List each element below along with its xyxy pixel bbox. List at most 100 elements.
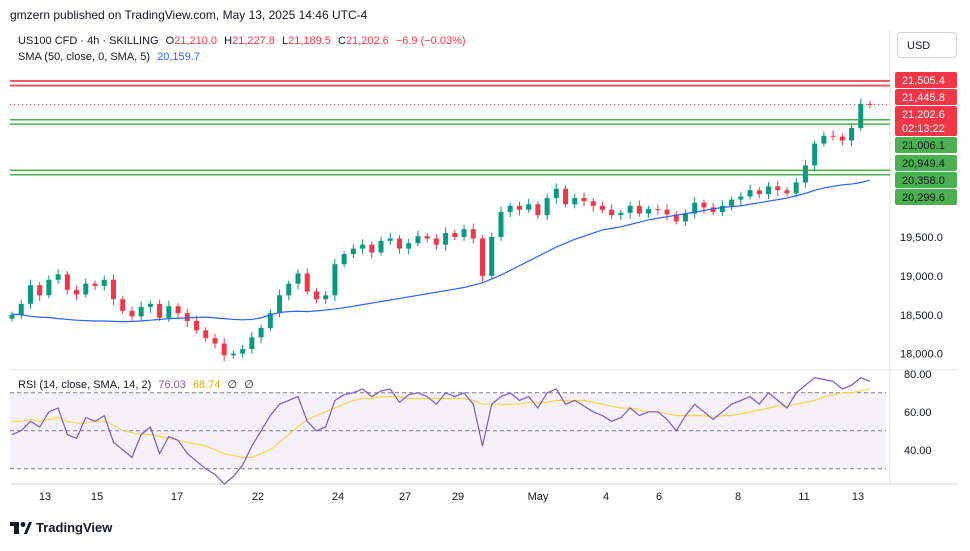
candle-body: [286, 283, 292, 296]
candle-body: [101, 279, 107, 286]
candle-body: [175, 306, 181, 314]
candle-body: [120, 299, 126, 311]
sma-line: [11, 179, 871, 323]
candle-body: [166, 306, 172, 318]
sma-label: SMA (50, close, 0, SMA, 5): [18, 51, 151, 63]
candle-body: [387, 238, 393, 241]
currency-button[interactable]: USD: [897, 32, 957, 58]
price-label: 21,505.4: [902, 75, 945, 87]
price-label: 21,006.1: [902, 140, 945, 152]
time-tick-label: May: [528, 491, 549, 503]
candle-body: [92, 283, 98, 286]
candle-body: [350, 248, 356, 255]
candle-body: [74, 289, 80, 295]
open-value: 21,210.0: [174, 35, 218, 47]
close-label: C: [337, 35, 346, 47]
candle-body: [710, 207, 716, 213]
candle-body: [544, 198, 550, 216]
candle-body: [369, 244, 375, 253]
candle-body: [590, 201, 596, 206]
time-tick-label: 24: [332, 491, 344, 503]
price-tick-label: 19,500.0: [900, 232, 943, 244]
candle-body: [221, 343, 227, 356]
price-label-bg: [895, 137, 957, 153]
candle-body: [433, 238, 439, 245]
price-legend: US100 CFD · 4h · SKILLING O21,210.0 H21,…: [18, 35, 470, 47]
price-label: 20,299.6: [902, 192, 945, 204]
candle-body: [673, 214, 679, 222]
candle-body: [701, 202, 707, 208]
time-tick-label: 4: [603, 491, 609, 503]
rsi-tick-label: 40.00: [904, 445, 932, 457]
price-tick-label: 19,000.0: [900, 271, 943, 283]
tradingview-icon: [10, 521, 32, 534]
tradingview-brand: TradingView: [36, 520, 113, 535]
candle-body: [184, 313, 190, 321]
candle-body: [332, 264, 338, 296]
candle-body: [304, 273, 310, 292]
time-tick-label: 13: [39, 491, 51, 503]
candle-body: [452, 233, 458, 237]
candle-body: [194, 320, 200, 331]
candle-body: [775, 186, 781, 191]
price-label-bg: [895, 89, 957, 105]
candle-body: [738, 196, 744, 200]
candle-body: [258, 327, 264, 338]
time-tick-label: 17: [171, 491, 183, 503]
candle-body: [793, 182, 799, 194]
candle-body: [129, 310, 135, 317]
price-label-bg: [895, 172, 957, 188]
candle-body: [849, 128, 855, 141]
candle-body: [396, 238, 402, 249]
time-tick-label: 15: [91, 491, 103, 503]
candle-body: [692, 202, 698, 214]
candle-body: [212, 338, 218, 344]
high-label: H: [224, 35, 233, 47]
candle-body: [553, 188, 559, 199]
tradingview-logo[interactable]: TradingView: [10, 520, 112, 535]
price-label: 21,202.6: [902, 109, 945, 121]
candle-body: [267, 313, 273, 328]
candle-body: [812, 143, 818, 166]
candle-body: [766, 186, 772, 195]
time-tick-label: 27: [399, 491, 411, 503]
candle-body: [784, 190, 790, 194]
candle-body: [646, 208, 652, 214]
rsi-extra1: ∅: [227, 379, 238, 391]
candle-body: [526, 204, 532, 210]
time-tick-label: 22: [252, 491, 264, 503]
candle-body: [406, 243, 412, 249]
candle-body: [323, 295, 329, 300]
candle-body: [609, 209, 615, 216]
price-tick-label: 18,500.0: [900, 310, 943, 322]
candle-body: [489, 236, 495, 276]
candle-body: [415, 236, 421, 244]
candle-body: [664, 209, 670, 215]
candle-body: [230, 353, 236, 356]
candle-body: [470, 229, 476, 239]
candle-body: [535, 204, 541, 216]
time-tick-label: 29: [452, 491, 464, 503]
candle-body: [516, 205, 522, 210]
rsi-extra2: ∅: [244, 379, 254, 391]
candle-body: [295, 273, 301, 284]
symbol-label: US100 CFD · 4h · SKILLING: [18, 35, 159, 47]
rsi-legend: RSI (14, close, SMA, 14, 2) 76.03 68.74 …: [18, 378, 258, 391]
time-tick-label: 11: [798, 491, 809, 503]
candle-body: [55, 274, 61, 280]
high-value: 21,227.8: [232, 35, 275, 47]
candle-body: [563, 188, 569, 205]
candle-body: [341, 254, 347, 265]
candle-body: [424, 236, 430, 239]
publish-info: gmzern published on TradingView.com, May…: [10, 8, 368, 22]
candle-body: [461, 229, 467, 237]
candle-body: [655, 208, 661, 210]
candle-body: [682, 213, 688, 222]
candle-body: [719, 205, 725, 213]
candle-body: [18, 303, 24, 315]
candle-body: [821, 135, 827, 144]
candle-body: [443, 233, 449, 245]
rsi-value: 76.03: [158, 379, 186, 391]
